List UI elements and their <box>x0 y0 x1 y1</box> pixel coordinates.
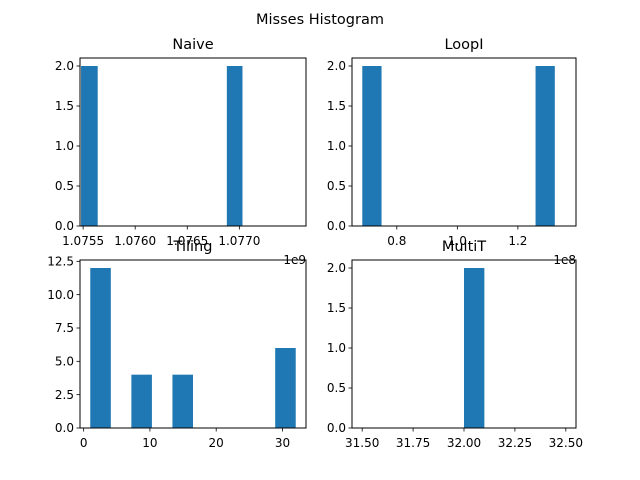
multit-x-tick-label-1: 31.75 <box>396 436 430 450</box>
naive-y-tick-label-3: 1.5 <box>55 99 74 113</box>
tiling-x-tick-label-0: 0 <box>80 436 88 450</box>
naive-x-tick-label-3: 1.0770 <box>218 234 260 248</box>
naive-y-tick-label-4: 2.0 <box>55 59 74 73</box>
tiling-bar-2 <box>131 374 152 428</box>
naive-x-tick-label-1: 1.0760 <box>114 234 156 248</box>
loopi-y-tick-label-1: 0.5 <box>327 179 346 193</box>
naive-x-tick-label-0: 1.0755 <box>62 234 104 248</box>
loopi-y-tick-label-4: 2.0 <box>327 59 346 73</box>
loopi-x-tick-label-2: 1.2 <box>508 234 527 248</box>
subplot-naive: 0.00.51.01.52.01.0755 1.0760 1.0765 1.07701… <box>55 37 307 267</box>
multit-x-tick-label-2: 32.00 <box>447 436 481 450</box>
tiling-y-tick-label-1: 2.5 <box>55 388 74 402</box>
naive-bar-9 <box>226 66 243 226</box>
multit-y-tick-label-3: 1.5 <box>327 301 346 315</box>
naive-y-tick-label-1: 0.5 <box>55 179 74 193</box>
multit-y-tick-label-4: 2.0 <box>327 261 346 275</box>
multit-x-tick-label-3: 32.25 <box>498 436 532 450</box>
subplot-tiling: 0.0 2.5 5.0 7.5 10.0 12.5 0 10 20 30 Tiling <box>47 239 307 450</box>
tiling-bar-4 <box>172 374 193 428</box>
naive-y-tick-label-0: 0.0 <box>55 219 74 233</box>
tiling-bar-0 <box>90 268 111 428</box>
tiling-y-tick-label-3: 7.5 <box>55 321 74 335</box>
multit-y-tick-label-0: 0.0 <box>327 421 346 435</box>
multit-x-tick-label-4: 32.50 <box>549 436 583 450</box>
loopi-title: LoopI <box>444 37 483 53</box>
naive-axes-frame <box>79 57 307 227</box>
multit-bar-5 <box>464 268 485 428</box>
subplot-multit: 0.0 0.5 1.0 1.5 2.0 31.50 31.75 32.00 32.25 32.50… <box>327 239 583 450</box>
figure-suptitle: Misses Histogram <box>256 12 384 28</box>
tiling-y-tick-label-4: 10.0 <box>47 288 74 302</box>
multit-x-tick-label-0: 31.50 <box>345 436 379 450</box>
loopi-bar-9 <box>535 66 555 226</box>
loopi-bar-0 <box>362 66 382 226</box>
tiling-axes-frame <box>79 259 307 429</box>
loopi-x-tick-label-0: 0.8 <box>387 234 406 248</box>
naive-y-tick-label-2: 1.0 <box>55 139 74 153</box>
naive-title: Naive <box>172 37 213 53</box>
naive-bar-0 <box>81 66 98 226</box>
tiling-x-tick-label-2: 20 <box>209 436 224 450</box>
tiling-title: Tiling <box>173 239 213 255</box>
multit-y-tick-label-1: 0.5 <box>327 381 346 395</box>
naive-x-tick-label-2: 1.0765 <box>166 234 208 248</box>
tiling-x-tick-label-1: 10 <box>142 436 157 450</box>
loopi-y-tick-label-2: 1.0 <box>327 139 346 153</box>
loopi-axes-frame <box>351 57 577 227</box>
tiling-y-tick-label-5: 12.5 <box>47 255 74 269</box>
loopi-x-tick-label-1: 1.0 <box>448 234 467 248</box>
multit-title: MultiT <box>442 239 486 255</box>
loopi-y-tick-label-3: 1.5 <box>327 99 346 113</box>
tiling-bar-9 <box>275 348 296 428</box>
loopi-y-tick-label-0: 0.0 <box>327 219 346 233</box>
tiling-y-tick-label-2: 5.0 <box>55 355 74 369</box>
multit-y-tick-label-2: 1.0 <box>327 341 346 355</box>
tiling-y-tick-label-0: 0.0 <box>55 421 74 435</box>
tiling-x-tick-label-3: 30 <box>275 436 290 450</box>
